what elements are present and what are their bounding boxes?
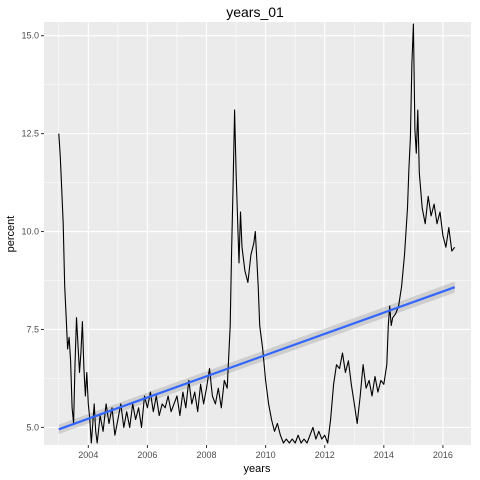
x-axis-label: years (244, 463, 271, 475)
y-tick-label: 12.5 (21, 129, 39, 139)
chart-title: years_01 (226, 4, 284, 20)
x-tick-label: 2010 (256, 450, 276, 460)
plot-panel (44, 22, 471, 445)
y-tick-label: 7.5 (26, 324, 39, 334)
y-tick-label: 15.0 (21, 31, 39, 41)
x-tick-label: 2016 (433, 450, 453, 460)
x-tick-label: 2012 (315, 450, 335, 460)
y-axis: 5.0 7.5 10.0 12.5 15.0 (21, 31, 44, 432)
x-axis: 2004 2006 2008 2010 2012 2014 2016 (78, 445, 453, 460)
x-tick-label: 2004 (78, 450, 98, 460)
trend-line (58, 286, 456, 431)
y-axis-label: percent (5, 216, 17, 253)
y-tick-label: 10.0 (21, 227, 39, 237)
y-tick-label: 5.0 (26, 422, 39, 432)
x-tick-label: 2006 (137, 450, 157, 460)
x-tick-label: 2014 (374, 450, 394, 460)
series-line-percent (58, 23, 456, 444)
x-tick-label: 2008 (197, 450, 217, 460)
